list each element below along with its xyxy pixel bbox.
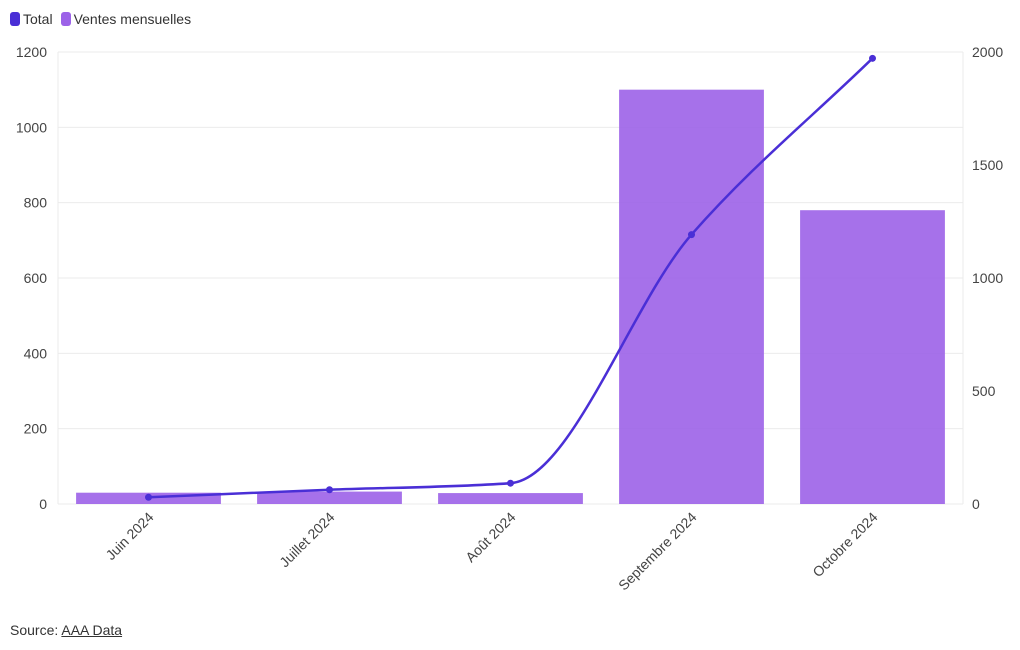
total-point [145, 493, 152, 501]
x-tick-label: Juillet 2024 [276, 509, 338, 571]
y-right-tick-label: 2000 [972, 44, 1003, 60]
total-point [688, 231, 695, 239]
bar [619, 89, 764, 505]
bar [257, 491, 402, 504]
legend-swatch-monthly [60, 12, 71, 26]
y-left-tick-label: 600 [24, 270, 48, 286]
y-left-tick-label: 200 [24, 421, 48, 437]
x-tick-label: Octobre 2024 [809, 509, 880, 580]
source-prefix: Source: [10, 622, 62, 638]
y-right-tick-label: 0 [972, 496, 980, 512]
legend-item-total[interactable]: Total [10, 11, 53, 27]
legend-swatch-total [10, 12, 20, 26]
y-left-tick-label: 1200 [16, 44, 47, 60]
total-point [326, 486, 333, 494]
bar [438, 493, 583, 504]
total-line [148, 57, 874, 499]
y-right-tick-label: 1500 [972, 157, 1003, 173]
legend-label-total: Total [23, 11, 53, 27]
y-left-tick-label: 1000 [16, 119, 47, 135]
source-link[interactable]: AAA Data [61, 622, 123, 638]
x-tick-label: Juin 2024 [102, 509, 156, 563]
x-tick-label: Septembre 2024 [615, 509, 700, 594]
legend-item-monthly[interactable]: Ventes mensuelles [60, 11, 192, 27]
total-point [869, 54, 876, 62]
y-left-tick-label: 400 [24, 345, 48, 361]
chart-legend: Total Ventes mensuelles [10, 11, 199, 27]
y-left-tick-label: 0 [39, 496, 47, 512]
combo-chart: 0 200 400 600 800 1000 1200 0 500 1000 1500 2000 Jui… [16, 44, 1004, 594]
source-note: Source: AAA Data [10, 622, 122, 638]
y-left-tick-label: 800 [24, 195, 48, 211]
x-tick-label: Août 2024 [462, 509, 519, 566]
y-right-tick-label: 500 [972, 383, 996, 399]
bar [800, 210, 945, 504]
y-right-tick-label: 1000 [972, 270, 1003, 286]
total-point [507, 479, 514, 487]
legend-label-monthly: Ventes mensuelles [73, 11, 192, 27]
